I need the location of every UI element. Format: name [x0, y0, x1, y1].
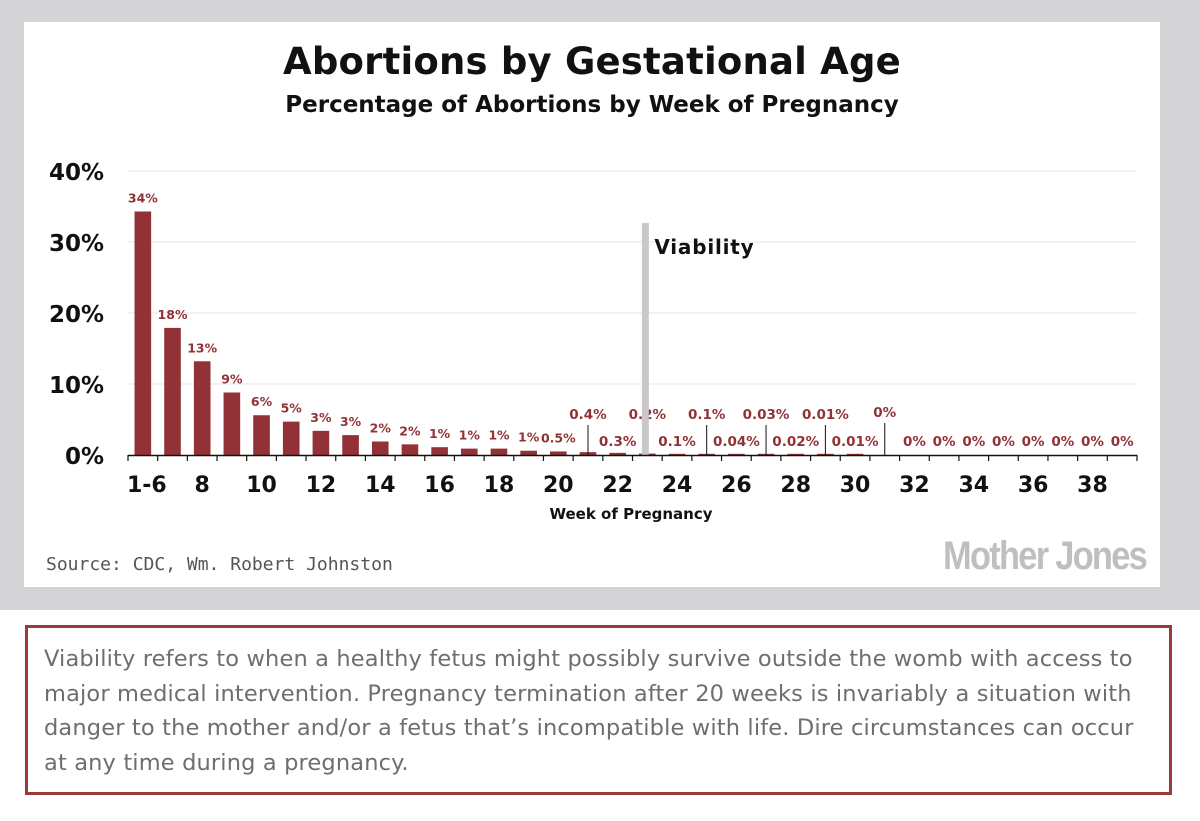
y-tick-label: 10% — [49, 373, 104, 399]
data-label: 0.3% — [599, 434, 637, 450]
bar-chart: 34%18%13%9%6% 5%3% 3% 2% 2% 1% 1% 1% 1% 0.5%0.4%0… — [49, 160, 1138, 523]
x-tick-label: 32 — [899, 473, 930, 498]
data-label: 0% — [962, 434, 985, 450]
chart-subtitle: Percentage of Abortions by Week of Pregn… — [285, 92, 899, 118]
data-label: 0% — [992, 434, 1015, 450]
data-label: 0.01% — [832, 434, 879, 450]
data-label: 0% — [933, 434, 956, 450]
bar — [342, 435, 359, 455]
gridlines — [128, 170, 1137, 385]
data-label: 13% — [187, 340, 217, 355]
x-tick-label: 12 — [306, 473, 337, 498]
x-tick-label: 38 — [1077, 473, 1108, 498]
bar — [787, 453, 805, 455]
x-tick-label: 10 — [246, 473, 277, 498]
bar — [312, 430, 330, 455]
data-label: 0.4% — [569, 407, 607, 423]
x-tick-label: 1-6 — [127, 473, 167, 498]
viability-label: Viability — [654, 235, 754, 259]
bar — [431, 447, 448, 455]
data-label: 0.1% — [688, 407, 726, 423]
chart-card: Abortions by Gestational Age Percentage … — [24, 22, 1160, 587]
bar — [253, 415, 270, 455]
data-label: 0.04% — [713, 434, 760, 450]
bar — [134, 211, 152, 455]
data-label: 5% — [281, 401, 303, 416]
y-tick-label: 20% — [49, 302, 104, 328]
data-label: 0% — [873, 405, 896, 421]
x-tick-label: 14 — [365, 473, 396, 498]
data-label: 1% — [429, 426, 451, 441]
data-label: 2% — [370, 421, 392, 436]
x-tick-label: 18 — [484, 473, 515, 498]
data-label: 18% — [158, 307, 188, 322]
data-label: 0% — [1022, 434, 1045, 450]
data-label: 0.03% — [743, 407, 790, 423]
data-label: 0% — [1051, 434, 1074, 450]
y-tick-label: 0% — [65, 444, 104, 470]
bar — [846, 453, 864, 455]
data-label: 0.1% — [658, 434, 696, 450]
y-tick-label: 40% — [49, 160, 104, 186]
bar — [609, 452, 626, 455]
mother-jones-logo: Mother Jones — [942, 534, 1148, 578]
data-label: 9% — [221, 372, 243, 387]
data-labels: 34%18%13%9%6% 5%3% 3% 2% 2% 1% 1% 1% 1% 0.5%0.4%0… — [128, 190, 1134, 455]
bars — [134, 211, 864, 455]
bar — [193, 361, 211, 455]
bar — [728, 453, 745, 455]
data-label: 2% — [399, 423, 421, 438]
bar — [668, 453, 686, 455]
viability-note-text: Viability refers to when a healthy fetus… — [44, 646, 1134, 776]
data-label: 0% — [1081, 434, 1104, 450]
data-label: 1% — [518, 430, 540, 445]
bar — [460, 448, 478, 455]
y-tick-label: 30% — [49, 231, 104, 257]
x-axis-title: Week of Pregnancy — [549, 505, 712, 523]
data-label: 0.02% — [772, 434, 819, 450]
x-tick-label: 24 — [662, 473, 693, 498]
data-label: 0% — [903, 434, 926, 450]
data-label: 0.01% — [802, 407, 849, 423]
source-note: Source: CDC, Wm. Robert Johnston — [46, 554, 393, 575]
x-tick-label: 16 — [424, 473, 455, 498]
bar — [371, 441, 389, 455]
x-tick-label: 22 — [602, 473, 633, 498]
data-label: 0.5% — [541, 430, 576, 445]
data-label: 1% — [459, 428, 481, 443]
viability-note: Viability refers to when a healthy fetus… — [25, 625, 1172, 795]
viability-line — [641, 223, 649, 455]
data-label: 0% — [1111, 434, 1134, 450]
bar — [549, 451, 567, 455]
x-tick-label: 20 — [543, 473, 574, 498]
chart-title: Abortions by Gestational Age — [283, 40, 901, 83]
bar — [164, 327, 181, 455]
bar — [520, 450, 537, 455]
bar — [401, 444, 419, 455]
x-tick-label: 8 — [195, 473, 210, 498]
bar — [490, 448, 508, 455]
bar — [223, 392, 241, 455]
x-tick-label: 26 — [721, 473, 752, 498]
x-tick-label: 28 — [780, 473, 811, 498]
data-label: 1% — [488, 428, 510, 443]
x-tick-label: 36 — [1018, 473, 1049, 498]
bar — [282, 421, 300, 455]
x-tick-label: 30 — [840, 473, 871, 498]
data-label: 34% — [128, 190, 158, 205]
data-label: 3% — [310, 410, 332, 425]
data-label: 3% — [340, 414, 362, 429]
axes: 0% 10% 20% 30% 40% Viability 1-6 8 10 12 14 16 18 20 2… — [49, 160, 1138, 523]
data-label: 6% — [251, 394, 273, 409]
x-tick-label: 34 — [958, 473, 989, 498]
